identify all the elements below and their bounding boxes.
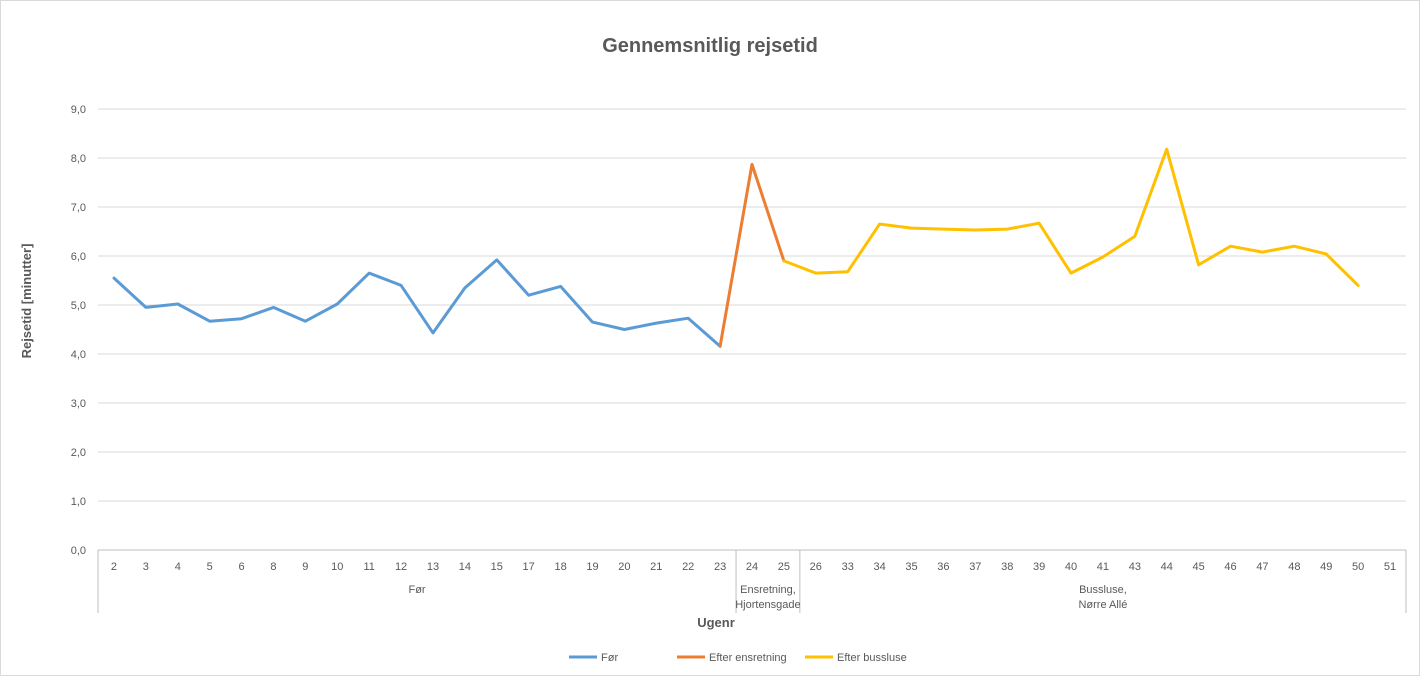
x-tick-label: 19 (586, 561, 598, 573)
x-tick-label: 46 (1224, 561, 1236, 573)
x-tick-label: 17 (523, 561, 535, 573)
group-label: Ensretning, Hjortensgade (735, 584, 800, 611)
y-tick-label: 4,0 (71, 349, 86, 361)
x-tick-label: 8 (270, 561, 276, 573)
x-tick-label: 11 (363, 561, 374, 573)
x-tick-label: 39 (1033, 561, 1045, 573)
y-tick-label: 7,0 (71, 202, 86, 214)
y-tick-label: 3,0 (71, 398, 86, 410)
y-axis-ticks: 0,0 1,0 2,0 3,0 4,0 5,0 6,0 7,0 8,0 9,0 (71, 104, 86, 557)
x-tick-label: 41 (1097, 561, 1109, 573)
series-line-efter-ensretning (718, 162, 786, 348)
legend-label: Efter ensretning (709, 652, 787, 664)
x-tick-label: 47 (1256, 561, 1268, 573)
x-tick-label: 10 (331, 561, 343, 573)
x-axis-title: Ugenr (697, 615, 735, 630)
legend-label: Før (601, 652, 618, 664)
x-tick-label: 38 (1001, 561, 1013, 573)
legend-label: Efter bussluse (837, 652, 907, 664)
x-tick-label: 9 (302, 561, 308, 573)
group-label: Bussluse, Nørre Allé (1078, 584, 1127, 611)
group-label: Før (408, 584, 425, 596)
x-tick-label: 21 (650, 561, 662, 573)
x-tick-label: 13 (427, 561, 439, 573)
x-tick-label: 14 (459, 561, 471, 573)
x-tick-label: 12 (395, 561, 407, 573)
x-tick-label: 26 (810, 561, 822, 573)
series-line-før (112, 258, 722, 348)
x-tick-label: 20 (618, 561, 630, 573)
y-tick-label: 0,0 (71, 545, 86, 557)
x-tick-label: 51 (1384, 561, 1396, 573)
y-tick-label: 9,0 (71, 104, 86, 116)
chart-title: Gennemsnitlig rejsetid (602, 35, 818, 57)
x-tick-label: 22 (682, 561, 694, 573)
plot-series (112, 147, 1360, 348)
x-tick-label: 23 (714, 561, 726, 573)
x-tick-label: 3 (143, 561, 149, 573)
x-tick-label: 24 (746, 561, 758, 573)
x-tick-label: 37 (969, 561, 981, 573)
x-tick-label: 43 (1129, 561, 1141, 573)
x-tick-label: 35 (905, 561, 917, 573)
x-tick-label: 40 (1065, 561, 1077, 573)
x-tick-label: 44 (1161, 561, 1173, 573)
x-tick-label: 48 (1288, 561, 1300, 573)
x-tick-label: 49 (1320, 561, 1332, 573)
legend: Før Efter ensretning Efter bussluse (569, 652, 907, 664)
x-tick-label: 34 (873, 561, 885, 573)
x-axis: 2 3 4 5 6 8 9 10 11 12 13 14 15 17 18 19 20 21 22 23 24 25 26 3… (97, 549, 1407, 613)
x-tick-label: 36 (937, 561, 949, 573)
x-tick-label: 4 (175, 561, 181, 573)
y-tick-label: 6,0 (71, 251, 86, 263)
gridlines (98, 108, 1406, 502)
x-tick-label: 15 (491, 561, 503, 573)
x-tick-label: 6 (238, 561, 244, 573)
x-tick-label: 50 (1352, 561, 1364, 573)
x-tick-label: 25 (778, 561, 790, 573)
x-tick-label: 18 (554, 561, 566, 573)
y-axis-title: Rejsetid [minutter] (19, 244, 34, 359)
y-tick-label: 8,0 (71, 153, 86, 165)
y-tick-label: 5,0 (71, 300, 86, 312)
y-tick-label: 1,0 (71, 496, 86, 508)
x-tick-label: 5 (207, 561, 213, 573)
y-tick-label: 2,0 (71, 447, 86, 459)
x-tick-label: 33 (842, 561, 854, 573)
x-tick-label: 2 (111, 561, 117, 573)
series-line-efter-bussluse (782, 147, 1360, 287)
x-tick-label: 45 (1193, 561, 1205, 573)
